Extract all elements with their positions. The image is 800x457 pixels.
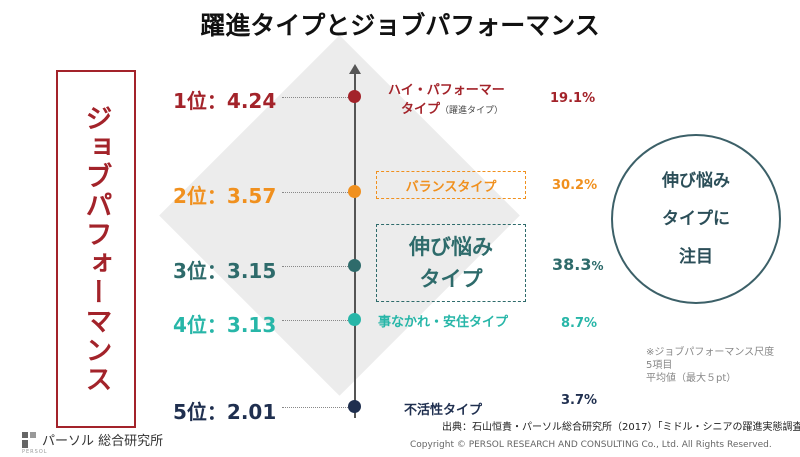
rank-3-percent: 38.3% bbox=[552, 255, 604, 274]
vertical-axis-label: ジョブパフォーマンス bbox=[80, 104, 112, 394]
rank-1-percent: 19.1% bbox=[550, 91, 596, 106]
rank-1-type-line2: タイプ（躍進タイプ） bbox=[401, 102, 504, 117]
rank-2-dot bbox=[348, 185, 361, 198]
rank-5-type: 不活性タイプ bbox=[404, 403, 483, 418]
rank-1-leader bbox=[282, 97, 348, 98]
logo-mark-icon bbox=[22, 431, 36, 448]
rank-4-type: 事なかれ・安住タイプ bbox=[378, 315, 509, 330]
circle-line3: 注目 bbox=[679, 247, 713, 267]
copyright: Copyright © PERSOL RESEARCH AND CONSULTI… bbox=[410, 440, 772, 450]
rank-1-label: 1位：4.24 bbox=[173, 89, 277, 113]
circle-line1: 伸び悩み bbox=[662, 171, 730, 191]
rank-1-type-line1: ハイ・パフォーマー bbox=[388, 83, 505, 98]
rank-1-type-note: （躍進タイプ） bbox=[440, 106, 504, 116]
rank-2-percent: 30.2% bbox=[552, 178, 598, 193]
rank-3-dot bbox=[348, 259, 361, 272]
rank-3-label: 3位：3.15 bbox=[173, 259, 277, 283]
rank-1-dot bbox=[348, 90, 361, 103]
rank-5-percent: 3.7% bbox=[561, 393, 598, 408]
scale-note: ※ジョブパフォーマンス尺度 5項目 平均値（最大５pt） bbox=[646, 347, 775, 384]
rank-3-leader bbox=[282, 266, 348, 267]
rank-3-type-line2: タイプ bbox=[419, 267, 483, 291]
rank-4-label: 4位：3.13 bbox=[173, 313, 277, 337]
rank-2-label: 2位：3.57 bbox=[173, 184, 277, 208]
left-label-box bbox=[56, 70, 136, 428]
rank-5-leader bbox=[282, 407, 348, 408]
axis-arrow-icon bbox=[349, 64, 361, 74]
rank-4-percent: 8.7% bbox=[561, 316, 598, 331]
logo-subtext: PERSOL bbox=[22, 449, 48, 455]
logo-text: パーソル 総合研究所 bbox=[42, 434, 164, 449]
focus-circle: 伸び悩み タイプに 注目 bbox=[611, 134, 781, 304]
rank-4-dot bbox=[348, 313, 361, 326]
rank-5-dot bbox=[348, 400, 361, 413]
source-citation: 出典：石山恒貴・パーソル総合研究所（2017）「ミドル・シニアの躍進実態調査」 bbox=[442, 422, 800, 433]
rank-2-leader bbox=[282, 192, 348, 193]
logo: パーソル 総合研究所 bbox=[22, 430, 163, 449]
vertical-axis-line bbox=[354, 70, 356, 418]
rank-2-type: バランスタイプ bbox=[405, 179, 497, 195]
rank-5-label: 5位：2.01 bbox=[173, 400, 277, 424]
rank-4-leader bbox=[282, 320, 348, 321]
rank-3-type-line1: 伸び悩み bbox=[409, 235, 493, 259]
rank-3-type-box: 伸び悩み タイプ bbox=[376, 224, 526, 302]
page-title: 躍進タイプとジョブパフォーマンス bbox=[200, 11, 600, 40]
circle-line2: タイプに bbox=[662, 209, 730, 229]
rank-2-type-box: バランスタイプ bbox=[376, 171, 526, 199]
